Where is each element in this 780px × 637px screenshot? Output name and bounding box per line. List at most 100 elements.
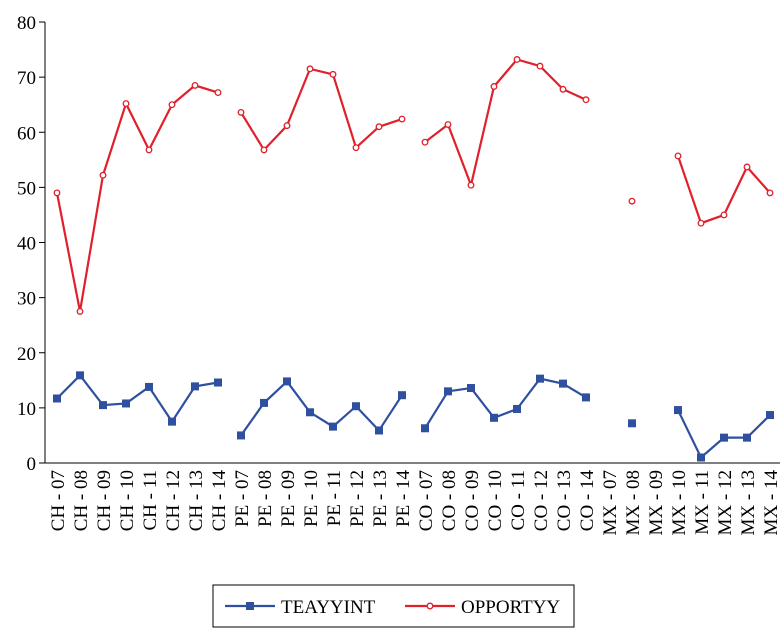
x-tick-label: PE - 08 bbox=[255, 470, 276, 527]
x-tick-label: CH - 08 bbox=[71, 470, 92, 531]
point bbox=[214, 89, 222, 97]
point bbox=[122, 100, 130, 108]
series-line bbox=[424, 58, 587, 189]
point bbox=[559, 379, 567, 388]
point bbox=[421, 138, 429, 146]
x-tick-label: CH - 09 bbox=[94, 470, 115, 531]
x-tick-label: PE - 07 bbox=[232, 470, 253, 527]
point bbox=[536, 374, 544, 383]
point bbox=[329, 422, 337, 431]
point bbox=[582, 96, 590, 104]
y-tick-label: 50 bbox=[17, 178, 36, 199]
point bbox=[76, 371, 84, 380]
point bbox=[237, 431, 245, 440]
point bbox=[743, 163, 751, 171]
point bbox=[168, 101, 176, 109]
point bbox=[467, 181, 475, 189]
x-tick-label: MX - 13 bbox=[738, 470, 759, 535]
point bbox=[720, 433, 728, 442]
point bbox=[536, 62, 544, 70]
series-line bbox=[55, 84, 219, 312]
point bbox=[628, 419, 636, 428]
point bbox=[490, 83, 498, 90]
point bbox=[628, 197, 636, 205]
x-tick-label: CO - 14 bbox=[577, 470, 598, 532]
point bbox=[168, 417, 176, 426]
x-tick-label: CO - 11 bbox=[508, 470, 529, 531]
point bbox=[53, 189, 61, 197]
point bbox=[306, 65, 314, 73]
point bbox=[743, 433, 751, 442]
point bbox=[76, 307, 84, 315]
point bbox=[444, 387, 452, 396]
legend-marker bbox=[426, 602, 434, 610]
series-line bbox=[240, 67, 403, 152]
point bbox=[260, 146, 268, 154]
point bbox=[99, 401, 107, 410]
x-tick-label: CO - 07 bbox=[416, 470, 437, 531]
x-tick-label: CO - 12 bbox=[531, 470, 552, 531]
x-tick-label: CO - 13 bbox=[554, 470, 575, 531]
x-tick-label: PE - 11 bbox=[324, 470, 345, 526]
x-tick-label: MX - 09 bbox=[646, 470, 667, 535]
point bbox=[674, 406, 682, 415]
point bbox=[720, 211, 728, 219]
y-tick-label: 40 bbox=[17, 234, 36, 255]
point bbox=[53, 394, 61, 403]
point bbox=[766, 189, 774, 197]
x-tick-label: CH - 12 bbox=[163, 470, 184, 531]
y-tick-label: 60 bbox=[17, 123, 36, 144]
point bbox=[513, 56, 521, 63]
y-tick-label: 0 bbox=[27, 454, 37, 475]
point bbox=[444, 121, 452, 128]
x-tick-label: PE - 09 bbox=[278, 470, 299, 527]
point bbox=[490, 413, 498, 422]
y-tick-label: 10 bbox=[17, 399, 36, 420]
x-tick-label: CH - 14 bbox=[209, 470, 230, 532]
point bbox=[237, 108, 245, 116]
point bbox=[766, 411, 774, 420]
legend-marker bbox=[246, 602, 254, 610]
point bbox=[283, 122, 291, 130]
x-tick-label: CH - 10 bbox=[117, 470, 138, 531]
x-tick-label: CO - 09 bbox=[462, 470, 483, 531]
x-tick-label: CH - 11 bbox=[140, 470, 161, 531]
point bbox=[467, 384, 475, 393]
x-tick-label: CH - 07 bbox=[48, 470, 69, 531]
point bbox=[398, 115, 406, 123]
point bbox=[513, 404, 521, 413]
point bbox=[697, 453, 705, 462]
point bbox=[352, 144, 360, 152]
x-tick-label: CO - 08 bbox=[439, 470, 460, 531]
point bbox=[674, 152, 682, 160]
y-tick-label: 20 bbox=[17, 344, 36, 365]
x-tick-label: CO - 10 bbox=[485, 470, 506, 531]
point bbox=[421, 424, 429, 433]
point bbox=[352, 402, 360, 411]
point bbox=[375, 426, 383, 435]
point bbox=[582, 393, 590, 402]
point bbox=[398, 391, 406, 400]
x-tick-label: MX - 11 bbox=[692, 470, 713, 535]
x-tick-label: PE - 12 bbox=[347, 470, 368, 527]
x-tick-label: MX - 08 bbox=[623, 470, 644, 535]
x-tick-label: MX - 10 bbox=[669, 470, 690, 535]
series-line bbox=[56, 373, 219, 424]
point bbox=[329, 70, 337, 78]
y-tick-label: 30 bbox=[17, 289, 36, 310]
y-tick-label: 80 bbox=[17, 13, 36, 34]
point bbox=[214, 378, 222, 387]
point bbox=[191, 81, 199, 89]
x-tick-label: PE - 10 bbox=[301, 470, 322, 527]
point bbox=[559, 85, 567, 93]
x-tick-label: PE - 13 bbox=[370, 470, 391, 527]
point bbox=[306, 408, 314, 417]
point bbox=[697, 219, 705, 227]
point bbox=[99, 171, 107, 179]
point bbox=[260, 398, 268, 407]
x-tick-label: PE - 14 bbox=[393, 470, 414, 528]
point bbox=[145, 382, 153, 391]
point bbox=[191, 382, 199, 391]
x-tick-label: MX - 07 bbox=[600, 470, 621, 535]
